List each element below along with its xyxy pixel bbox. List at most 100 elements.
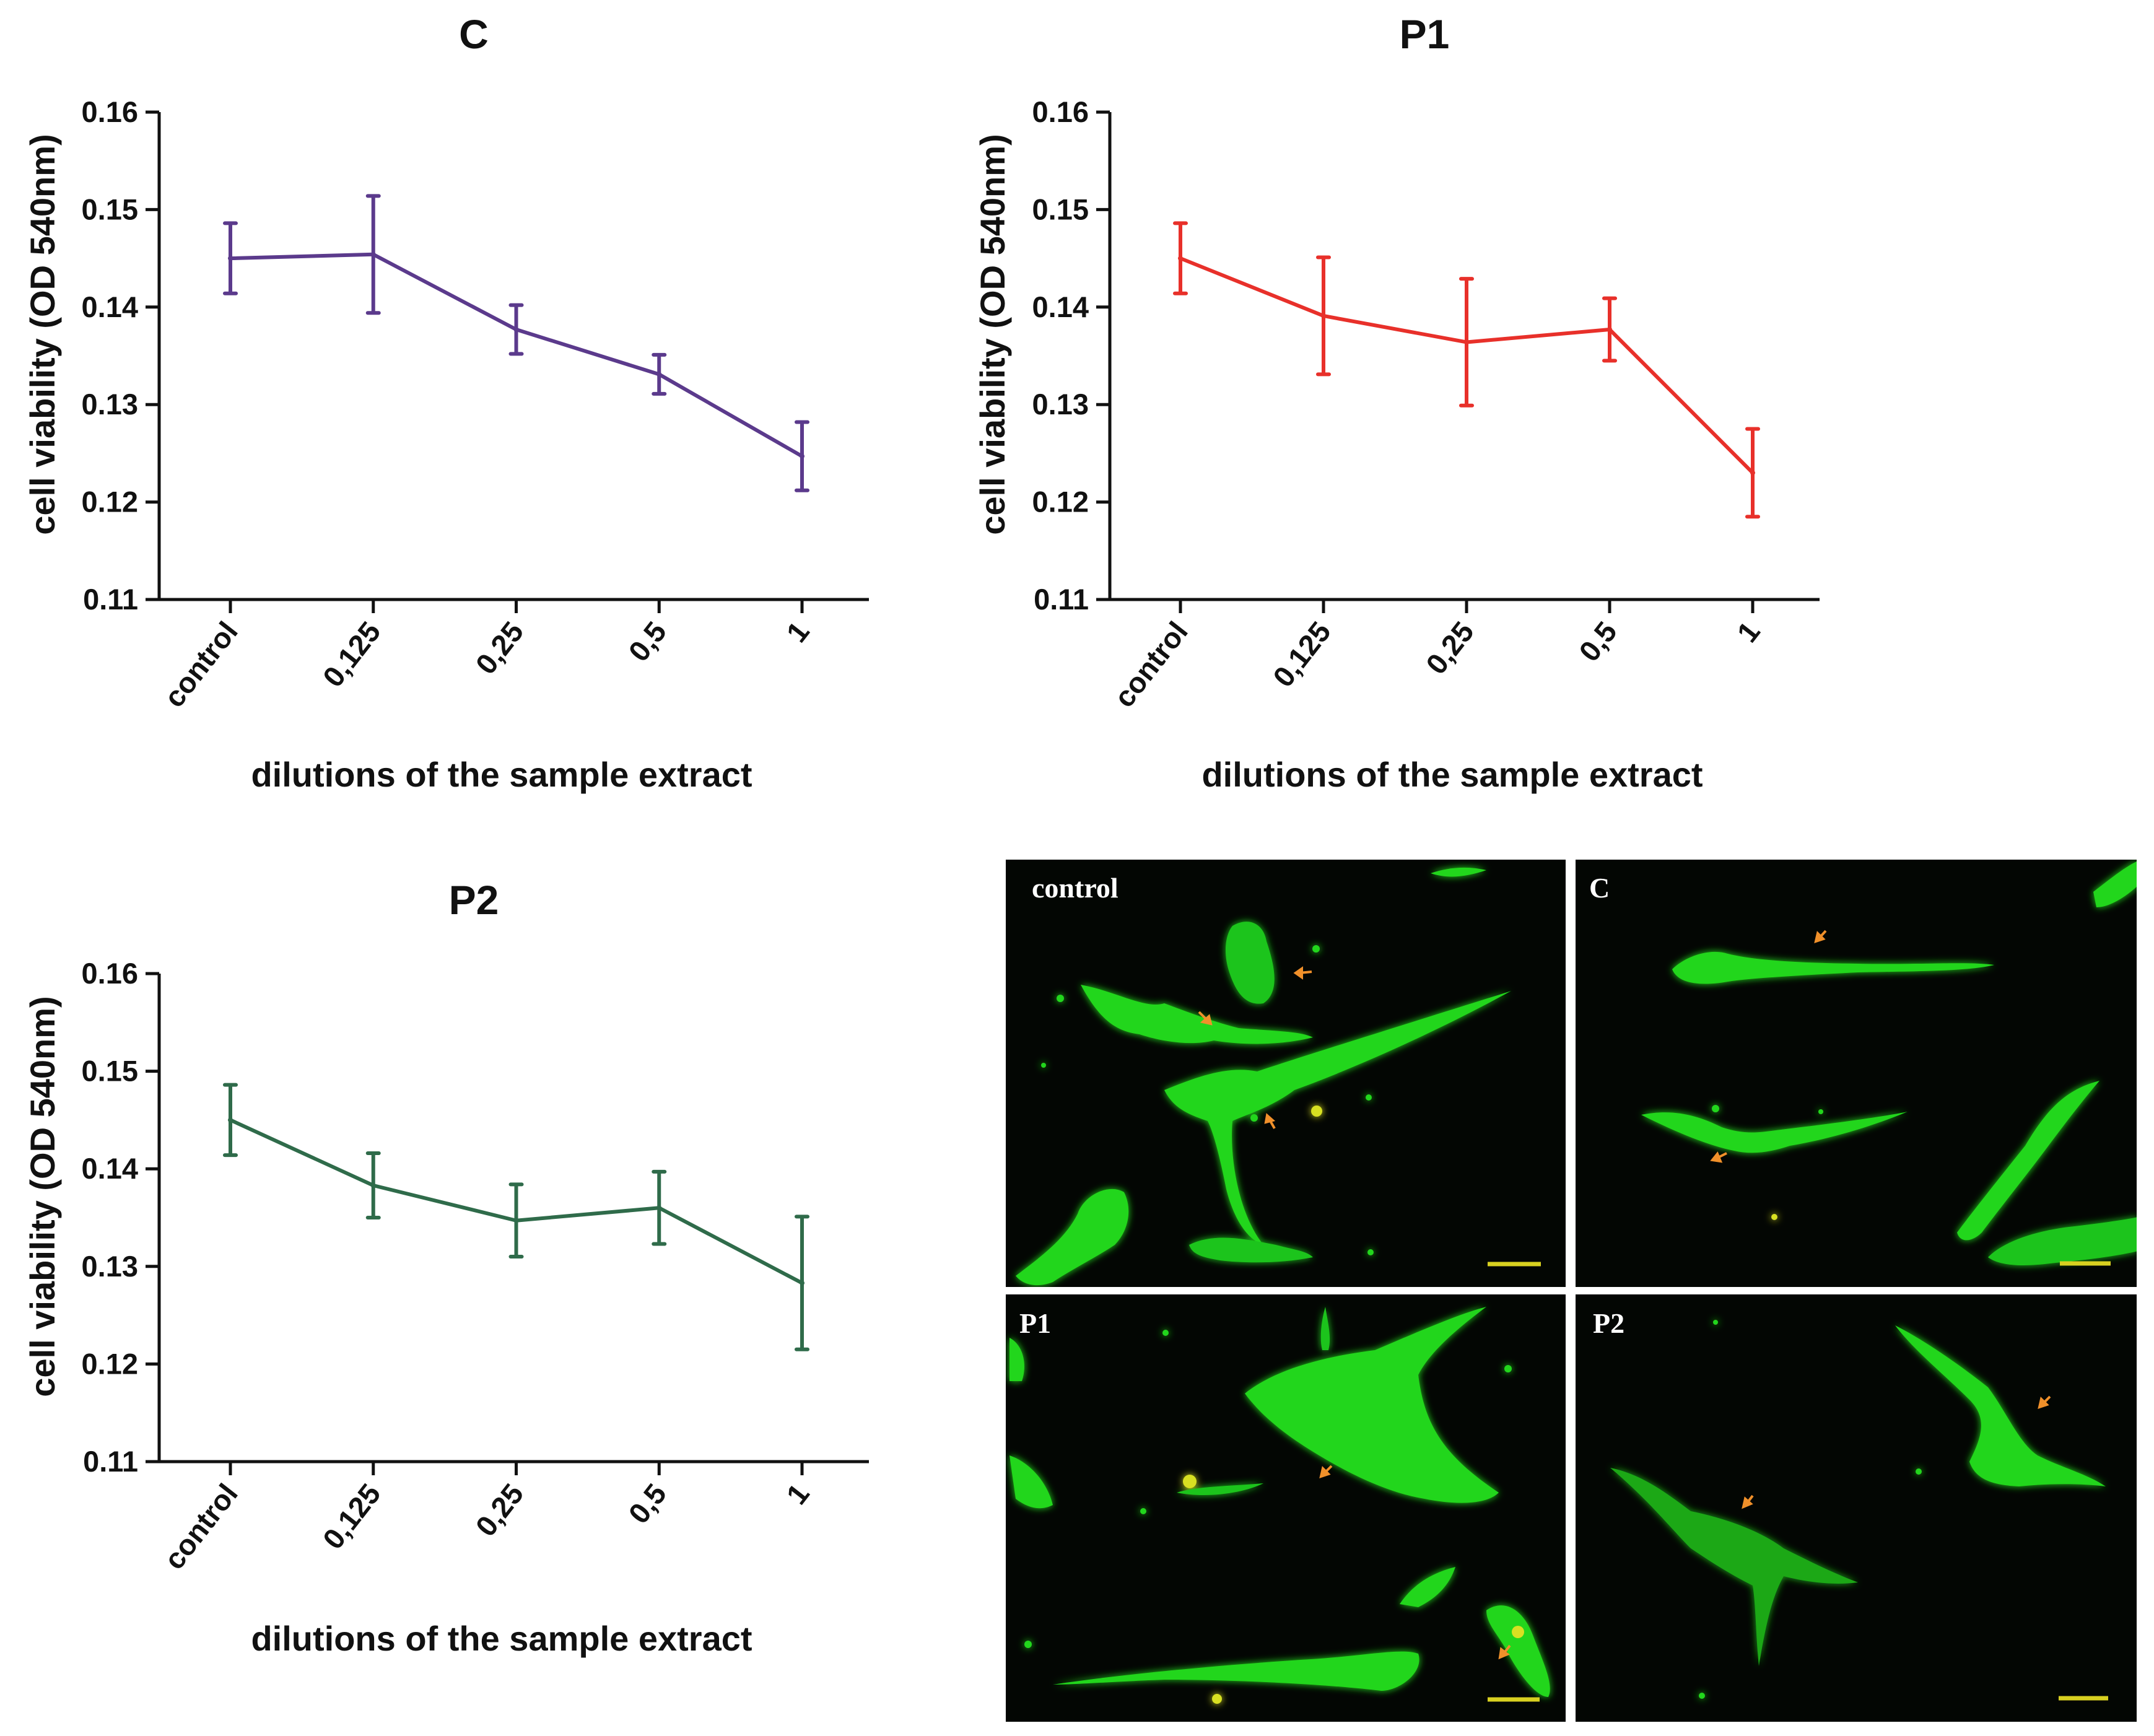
debris-dot	[1712, 1105, 1719, 1112]
cell-shape	[1225, 922, 1275, 1004]
x-axis-label: dilutions of the sample extract	[1201, 755, 1703, 794]
y-tick-label: 0.16	[82, 957, 138, 990]
chart-title: C	[459, 11, 489, 57]
y-tick-label: 0.12	[82, 486, 138, 518]
cell-shape	[1641, 1112, 1908, 1153]
y-tick-label: 0.12	[82, 1347, 138, 1380]
cell-shape	[1212, 1694, 1222, 1704]
y-tick-label: 0.15	[82, 193, 138, 225]
cell-shape	[1189, 1237, 1313, 1263]
chart-p1: P1 cell viability (OD 540nm) dilutions o…	[973, 11, 1820, 794]
panel-label: P2	[1593, 1307, 1624, 1339]
data-point	[228, 256, 233, 261]
arrow-icon	[1319, 1465, 1333, 1479]
data-point	[1607, 327, 1612, 333]
chart-title: P1	[1400, 11, 1450, 57]
data-point	[800, 1280, 804, 1286]
data-point	[656, 372, 662, 377]
x-tick-label: control	[157, 1478, 244, 1576]
debris-dot	[1250, 1114, 1258, 1122]
y-tick-label: 0.13	[1032, 388, 1089, 421]
y-tick-label: 0.11	[1034, 583, 1089, 616]
x-tick-label: 0,5	[622, 1478, 673, 1530]
debris-dot	[1057, 995, 1064, 1002]
cell-shape	[1311, 1106, 1322, 1117]
x-tick-label: 1	[780, 616, 816, 648]
y-tick-label: 0.14	[82, 1152, 138, 1185]
cell-shape	[2093, 861, 2137, 907]
arrow-icon	[1198, 1011, 1213, 1026]
cell-shape	[1672, 951, 1994, 984]
arrow-icon	[2038, 1395, 2051, 1410]
data-point	[513, 1218, 519, 1223]
y-tick-label: 0.15	[1032, 193, 1089, 225]
panel-label: control	[1032, 872, 1118, 904]
data-point	[800, 453, 804, 459]
x-axis-label: dilutions of the sample extract	[251, 1619, 752, 1658]
debris-dot	[1140, 1508, 1146, 1514]
micrograph-panel-control: control	[1006, 860, 1566, 1287]
y-tick-label: 0.11	[83, 1445, 138, 1478]
data-point	[228, 1117, 233, 1123]
arrow-icon	[1742, 1494, 1754, 1509]
panel-label: P1	[1019, 1307, 1051, 1339]
y-axis-label: cell viability (OD 540nm)	[23, 996, 62, 1397]
cell-shape	[1400, 1567, 1455, 1607]
cell-shape	[1512, 1626, 1524, 1638]
arrow-icon	[1264, 1113, 1276, 1129]
cell-shape	[1009, 1338, 1024, 1381]
debris-dot	[1024, 1641, 1032, 1648]
micrograph-background	[1576, 860, 2137, 1287]
x-tick-label: 0,25	[469, 1478, 530, 1543]
micrograph-panel-p1: P1	[1006, 1294, 1566, 1722]
panel-label: C	[1589, 872, 1610, 904]
cell-shape	[1988, 1217, 2137, 1265]
cell-shape	[1183, 1475, 1197, 1488]
cell-shape	[1053, 1651, 1419, 1691]
data-point	[370, 1182, 376, 1188]
debris-dot	[1041, 1063, 1046, 1068]
x-tick-label: 0,5	[622, 616, 673, 668]
cell-shape	[1009, 1455, 1053, 1509]
y-axis-label: cell viability (OD 540nm)	[973, 134, 1012, 534]
x-tick-label: 1	[1730, 616, 1766, 648]
data-point	[370, 251, 376, 257]
debris-dot	[1818, 1109, 1823, 1114]
y-tick-label: 0.12	[1032, 486, 1089, 518]
debris-dot	[1916, 1468, 1922, 1475]
debris-dot	[1367, 1249, 1374, 1255]
x-tick-label: control	[1107, 616, 1194, 713]
debris-dot	[1771, 1214, 1777, 1220]
arrow-icon	[1293, 966, 1312, 980]
debris-dot	[1699, 1693, 1705, 1699]
data-point	[1178, 256, 1183, 261]
x-tick-label: 1	[780, 1478, 816, 1511]
debris-dot	[1504, 1365, 1512, 1372]
data-point	[1750, 470, 1755, 476]
y-tick-label: 0.16	[1032, 95, 1089, 128]
debris-dot	[1162, 1330, 1169, 1336]
x-axis-label: dilutions of the sample extract	[251, 755, 752, 794]
x-tick-label: control	[157, 616, 244, 713]
cell-shape	[1957, 1081, 2099, 1241]
y-axis-label: cell viability (OD 540nm)	[23, 134, 62, 534]
x-tick-label: 0,25	[1419, 616, 1480, 681]
y-tick-label: 0.14	[82, 290, 138, 323]
data-point	[513, 327, 519, 333]
cell-shape	[1895, 1325, 2106, 1486]
arrow-icon	[1814, 930, 1827, 944]
micrograph-panel-c: C	[1576, 860, 2137, 1287]
x-tick-label: 0,125	[316, 1478, 386, 1555]
cell-shape	[1016, 1189, 1129, 1286]
cell-shape	[1177, 1483, 1263, 1496]
data-point	[1464, 339, 1469, 345]
micrograph-background	[1006, 1294, 1566, 1722]
debris-dot	[1713, 1320, 1718, 1325]
chart-c: C cell viability (OD 540nm) dilutions of…	[23, 11, 869, 794]
x-tick-label: 0,125	[316, 616, 386, 693]
chart-p2: P2 cell viability (OD 540nm) dilutions o…	[23, 877, 869, 1658]
cell-shape	[1320, 1307, 1330, 1350]
chart-title: P2	[449, 877, 499, 923]
cell-shape	[1245, 1307, 1499, 1503]
